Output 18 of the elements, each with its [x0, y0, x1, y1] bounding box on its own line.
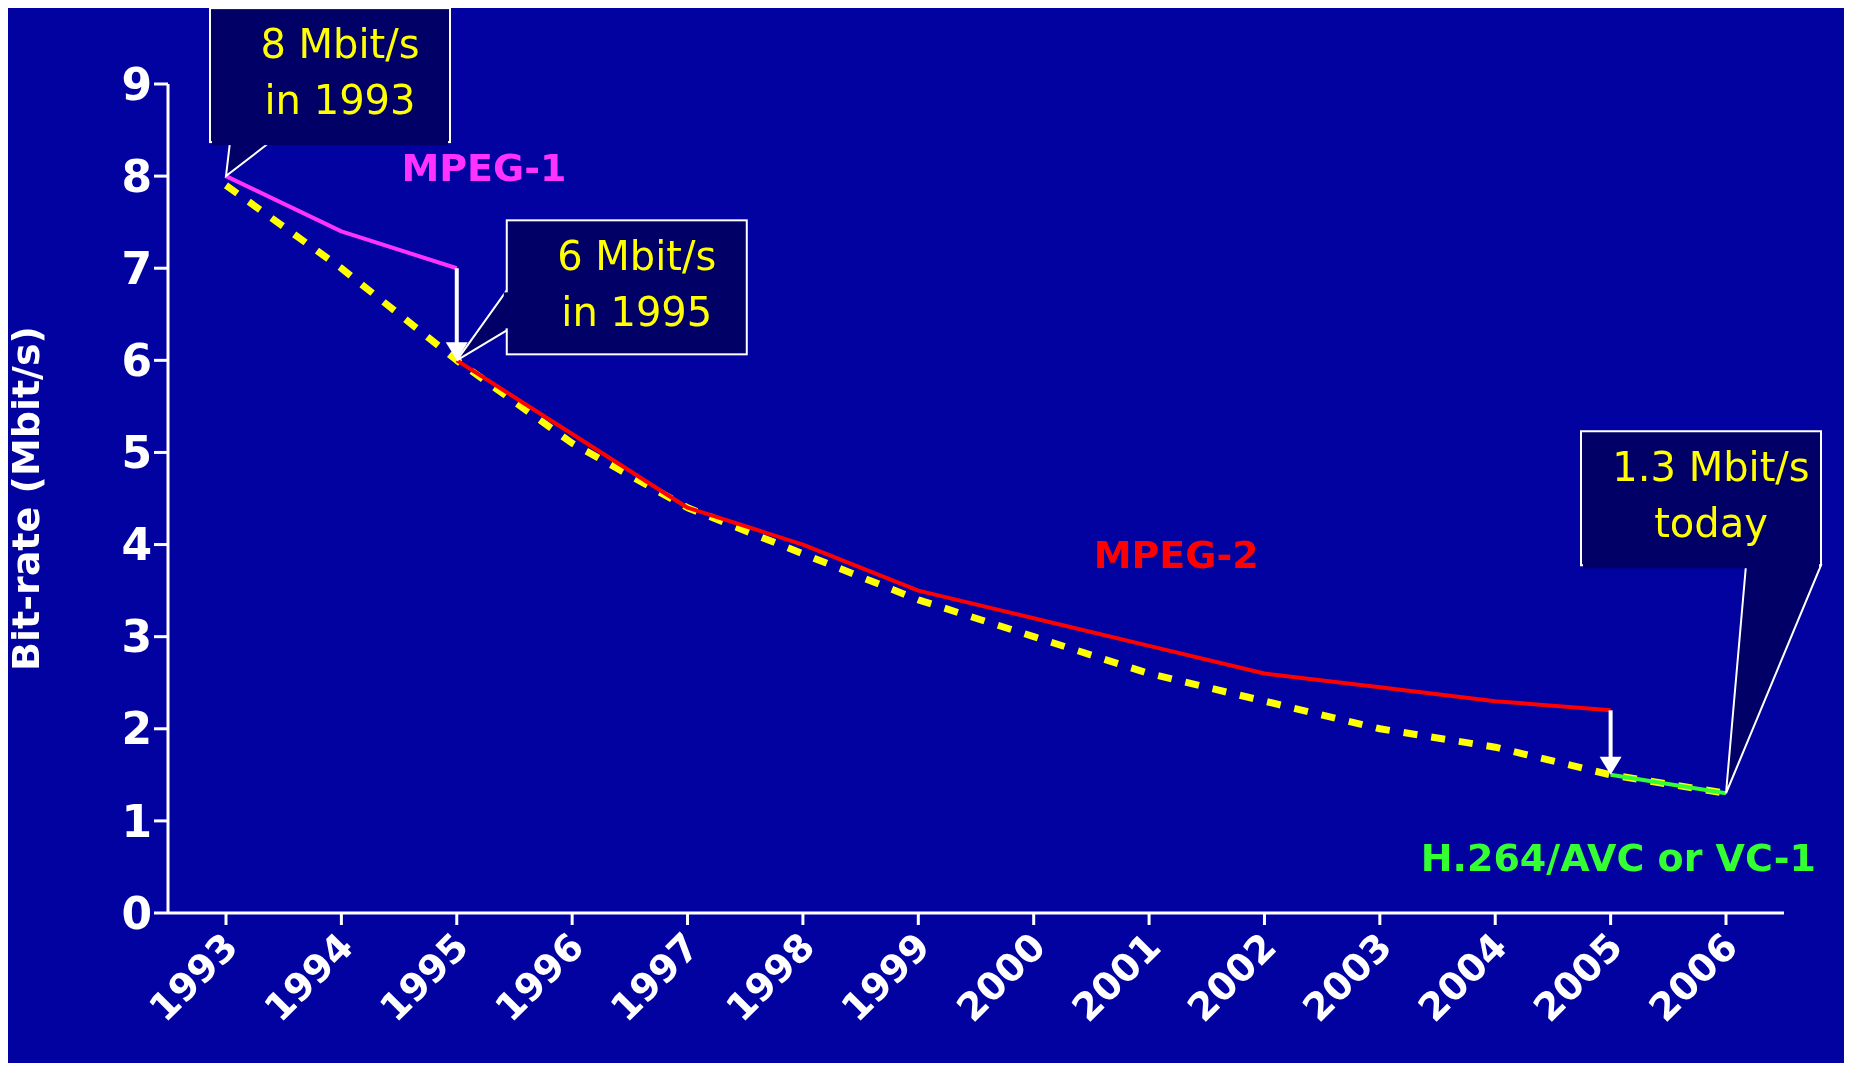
y-tick-label: 1 [121, 795, 152, 847]
y-tick-label: 5 [121, 427, 152, 479]
y-tick-label: 6 [121, 334, 152, 386]
y-tick-label: 3 [121, 611, 152, 663]
annotation: 1.3 Mbit/s today [1612, 444, 1810, 547]
y-tick-label: 4 [121, 519, 152, 571]
y-tick-label: 7 [121, 242, 152, 294]
callout-box: 1.3 Mbit/s today [1580, 430, 1823, 795]
annotation: 6 Mbit/s in 1995 [557, 233, 717, 336]
y-tick-label: 2 [121, 703, 152, 755]
y-tick-label: 0 [121, 887, 152, 939]
y-axis-title: Bit-rate (Mbit/s) [4, 326, 49, 671]
y-tick-label: 9 [121, 58, 152, 110]
series-label: MPEG-2 [1093, 533, 1259, 578]
y-tick-label: 8 [121, 150, 152, 202]
annotation: 8 Mbit/s in 1993 [260, 21, 420, 124]
text: H.264/AVC or VC-1 [1420, 836, 1816, 881]
series-label: MPEG-1 [401, 146, 567, 191]
